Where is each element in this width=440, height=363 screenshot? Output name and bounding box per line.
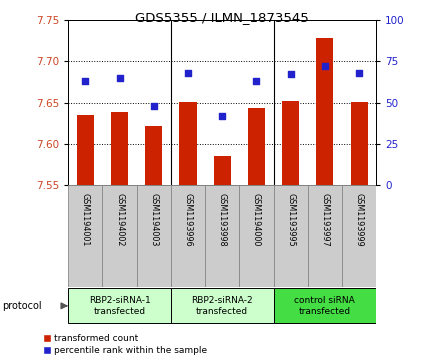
Text: GSM1193999: GSM1193999 bbox=[355, 193, 363, 247]
Text: RBP2-siRNA-2
transfected: RBP2-siRNA-2 transfected bbox=[191, 296, 253, 315]
Text: GSM1194003: GSM1194003 bbox=[149, 193, 158, 246]
Bar bbox=[137, 185, 171, 287]
Point bbox=[321, 63, 328, 69]
Text: GDS5355 / ILMN_1873545: GDS5355 / ILMN_1873545 bbox=[136, 11, 309, 24]
Bar bbox=[248, 108, 265, 185]
Text: GSM1193995: GSM1193995 bbox=[286, 193, 295, 247]
Bar bbox=[171, 288, 274, 323]
Point bbox=[116, 75, 123, 81]
Point bbox=[150, 103, 157, 109]
Bar bbox=[205, 185, 239, 287]
Bar bbox=[103, 185, 137, 287]
Bar bbox=[342, 185, 376, 287]
Bar bbox=[68, 185, 103, 287]
Text: control siRNA
transfected: control siRNA transfected bbox=[294, 296, 355, 315]
Bar bbox=[77, 115, 94, 185]
Legend: transformed count, percentile rank within the sample: transformed count, percentile rank withi… bbox=[40, 331, 211, 359]
Point bbox=[287, 72, 294, 77]
Bar bbox=[145, 126, 162, 185]
Bar bbox=[308, 185, 342, 287]
Text: RBP2-siRNA-1
transfected: RBP2-siRNA-1 transfected bbox=[88, 296, 150, 315]
Bar bbox=[214, 156, 231, 185]
Bar bbox=[351, 102, 368, 185]
Text: GSM1194000: GSM1194000 bbox=[252, 193, 261, 246]
Text: GSM1194002: GSM1194002 bbox=[115, 193, 124, 247]
Point bbox=[184, 70, 191, 76]
Bar bbox=[274, 185, 308, 287]
Text: protocol: protocol bbox=[2, 301, 42, 311]
Text: GSM1193996: GSM1193996 bbox=[183, 193, 192, 247]
Bar bbox=[274, 288, 376, 323]
Bar bbox=[239, 185, 274, 287]
Text: GSM1193998: GSM1193998 bbox=[218, 193, 227, 247]
Bar bbox=[111, 113, 128, 185]
Text: GSM1194001: GSM1194001 bbox=[81, 193, 90, 246]
Point bbox=[219, 113, 226, 119]
Bar bbox=[282, 101, 299, 185]
Point bbox=[356, 70, 363, 76]
Bar bbox=[68, 288, 171, 323]
Bar bbox=[316, 38, 334, 185]
Text: GSM1193997: GSM1193997 bbox=[320, 193, 330, 247]
Point bbox=[253, 78, 260, 84]
Bar bbox=[171, 185, 205, 287]
Bar bbox=[180, 102, 197, 185]
Point bbox=[82, 78, 89, 84]
